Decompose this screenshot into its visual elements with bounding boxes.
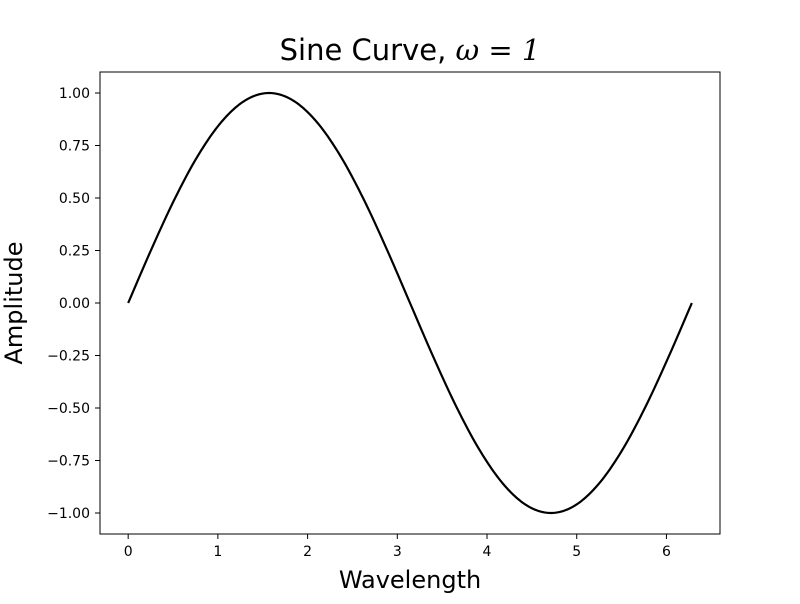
y-tick-label: 1.00 xyxy=(59,86,90,102)
y-tick-label: −0.50 xyxy=(47,401,90,417)
y-tick-label: −0.25 xyxy=(47,349,90,365)
x-axis-label: Wavelength xyxy=(339,566,481,594)
x-tick-label: 5 xyxy=(572,544,581,560)
y-tick-label: 0.00 xyxy=(59,296,90,312)
x-tick-label: 3 xyxy=(393,544,402,560)
y-tick-label: 0.75 xyxy=(59,139,90,155)
y-tick-label: 0.25 xyxy=(59,244,90,260)
plot-frame xyxy=(99,71,721,535)
ticks-layer: 0 1 2 3 4 5 6 1.00 0.75 0.50 0.25 0.00 −0.25 −0.50 −0.… xyxy=(47,86,671,560)
chart-title-math: ω = 1 xyxy=(456,33,541,67)
x-tick-label: 1 xyxy=(213,544,222,560)
x-tick-label: 4 xyxy=(483,544,492,560)
y-tick-label: −1.00 xyxy=(47,506,90,522)
series-layer xyxy=(127,91,693,515)
sine-series-line xyxy=(127,91,693,515)
y-tick-label: −0.75 xyxy=(47,454,90,470)
x-tick-label: 6 xyxy=(662,544,671,560)
chart-title: Sine Curve, ω = 1 xyxy=(280,33,541,67)
chart-title-text: Sine Curve, xyxy=(280,33,456,67)
x-tick-label: 2 xyxy=(303,544,312,560)
y-tick-label: 0.50 xyxy=(59,191,90,207)
x-tick-label: 0 xyxy=(124,544,133,560)
y-axis-label: Amplitude xyxy=(0,242,28,365)
